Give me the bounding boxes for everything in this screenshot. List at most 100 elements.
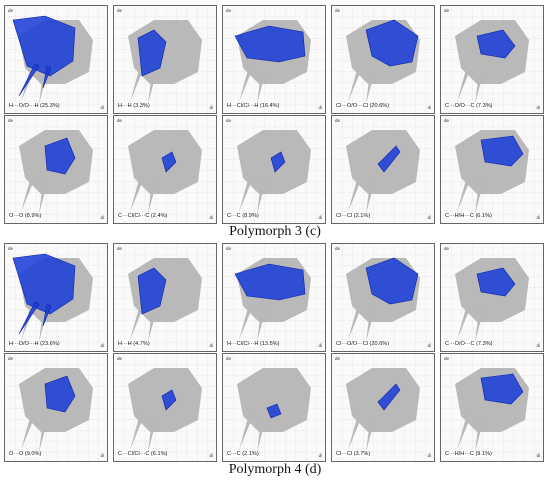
fingerprint-contact-region	[137, 29, 167, 77]
fingerprint-gray-region	[239, 414, 253, 450]
axis-label-di: di	[536, 343, 540, 348]
fingerprint-contact-region	[365, 257, 419, 305]
fingerprint-gray-region	[39, 420, 47, 452]
fingerprint-contact-region	[42, 65, 52, 89]
fingerprint-contact-region	[161, 151, 177, 173]
plot-label: Cl···O/O···Cl (20.6%)	[336, 341, 390, 347]
axis-label-di: di	[536, 215, 540, 220]
axis-label-de: de	[226, 8, 232, 13]
fingerprint-gray-region	[366, 420, 374, 452]
fingerprint-contact-region	[266, 403, 282, 419]
fingerprint-gray-region	[348, 66, 362, 102]
axis-label-di: di	[318, 453, 322, 458]
axis-label-de: de	[8, 8, 14, 13]
fingerprint-gray-region	[130, 304, 144, 340]
plot-label: H···O/O···H (23.6%)	[9, 341, 60, 347]
fingerprint-gray-region	[257, 310, 265, 342]
fingerprint-plot-graphic	[441, 354, 543, 461]
fingerprint-plot: de di Cl···O/O···Cl (20.6%)	[331, 243, 435, 352]
fingerprint-contact-region	[377, 383, 401, 411]
fingerprint-contact-region	[137, 267, 167, 315]
axis-label-di: di	[536, 453, 540, 458]
axis-label-de: de	[226, 356, 232, 361]
axis-label-di: di	[209, 453, 213, 458]
fingerprint-plot: de di O···O (9.0%)	[4, 353, 108, 462]
axis-label-di: di	[209, 343, 213, 348]
axis-label-de: de	[117, 356, 123, 361]
axis-label-de: de	[335, 8, 341, 13]
fingerprint-gray-region	[457, 304, 471, 340]
fingerprint-contact-region	[476, 267, 516, 297]
plot-label: H···H (4.7%)	[118, 341, 150, 347]
axis-label-de: de	[444, 246, 450, 251]
fingerprint-plot-graphic	[441, 6, 543, 113]
fingerprint-plot: de di C···H/H···C (6.1%)	[440, 115, 544, 224]
axis-label-de: de	[226, 246, 232, 251]
fingerprint-plot: de di C···C (8.9%)	[222, 115, 326, 224]
fingerprint-gray-region	[457, 414, 471, 450]
plot-label: O···O (9.0%)	[9, 451, 42, 457]
axis-label-de: de	[117, 118, 123, 123]
fingerprint-contact-region	[480, 135, 524, 167]
fingerprint-plot: de di O···O (8.9%)	[4, 115, 108, 224]
fingerprint-plot-graphic	[441, 244, 543, 351]
fingerprint-plot-graphic	[114, 116, 216, 223]
fingerprint-plot: de di Cl···Cl (3.7%)	[331, 353, 435, 462]
fingerprint-gray-region	[130, 176, 144, 212]
plot-label: C···C (8.9%)	[227, 213, 259, 219]
fingerprint-gray-region	[39, 182, 47, 214]
fingerprint-gray-region	[475, 72, 483, 104]
fingerprint-gray-region	[239, 176, 253, 212]
fingerprint-plot-graphic	[5, 354, 107, 461]
fingerprint-plot-graphic	[223, 116, 325, 223]
fingerprint-plot-graphic	[5, 244, 107, 351]
axis-label-di: di	[209, 215, 213, 220]
axis-label-di: di	[318, 105, 322, 110]
plot-label: H···H (3.3%)	[118, 103, 150, 109]
plot-label: C···C (2.1%)	[227, 451, 259, 457]
fingerprint-contact-region	[12, 253, 76, 315]
fingerprint-gray-region	[130, 66, 144, 102]
fingerprint-gray-region	[457, 66, 471, 102]
fingerprint-gray-region	[457, 176, 471, 212]
fingerprint-gray-region	[148, 182, 156, 214]
fingerprint-gray-region	[237, 368, 311, 432]
fingerprint-contact-region	[18, 301, 40, 335]
axis-label-di: di	[100, 453, 104, 458]
fingerprint-gray-region	[257, 182, 265, 214]
fingerprint-plot-graphic	[5, 6, 107, 113]
plot-label: H···O/O···H (25.3%)	[9, 103, 60, 109]
fingerprint-plot-graphic	[332, 116, 434, 223]
fingerprint-gray-region	[148, 420, 156, 452]
axis-label-di: di	[100, 343, 104, 348]
axis-label-de: de	[8, 246, 14, 251]
fingerprint-gray-region	[366, 182, 374, 214]
fingerprint-contact-region	[161, 389, 177, 411]
fingerprint-plot: de di H···Cl/Cl···H (16.4%)	[222, 5, 326, 114]
fingerprint-gray-region	[239, 304, 253, 340]
axis-label-de: de	[335, 356, 341, 361]
axis-label-di: di	[536, 105, 540, 110]
fingerprint-plot: de di H···H (4.7%)	[113, 243, 217, 352]
axis-label-de: de	[226, 118, 232, 123]
fingerprint-contact-region	[18, 63, 40, 97]
plot-label: C···O/O···C (7.3%)	[445, 103, 493, 109]
fingerprint-contact-region	[377, 145, 401, 173]
fingerprint-gray-region	[348, 176, 362, 212]
fingerprint-gray-region	[475, 420, 483, 452]
axis-label-di: di	[318, 215, 322, 220]
fingerprint-contact-region	[44, 137, 76, 175]
fingerprint-plot-graphic	[114, 6, 216, 113]
fingerprint-contact-region	[12, 15, 76, 77]
fingerprint-plot-graphic	[5, 116, 107, 223]
fingerprint-gray-region	[148, 310, 156, 342]
plot-label: O···O (8.9%)	[9, 213, 42, 219]
axis-label-di: di	[427, 105, 431, 110]
fingerprint-contact-region	[234, 25, 306, 63]
fingerprint-contact-region	[270, 151, 286, 173]
fingerprint-plot: de di H···O/O···H (25.3%)	[4, 5, 108, 114]
fingerprint-gray-region	[239, 66, 253, 102]
fingerprint-contact-region	[44, 375, 76, 413]
fingerprint-gray-region	[130, 414, 144, 450]
plot-label: C···Cl/Cl···C (2.4%)	[118, 213, 168, 219]
